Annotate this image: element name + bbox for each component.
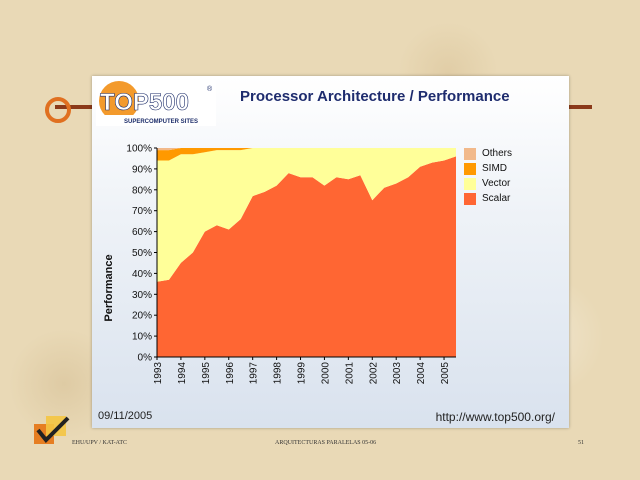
x-tick-label: 2004: [416, 362, 427, 385]
slide-panel: TOP500 ® SUPERCOMPUTER SITES Processor A…: [92, 76, 569, 428]
y-tick-label: 60%: [132, 227, 152, 238]
y-axis-label: Performance: [103, 254, 115, 322]
legend-label: SIMD: [482, 163, 507, 174]
slide-date: 09/11/2005: [98, 410, 153, 422]
y-tick-label: 10%: [132, 332, 152, 343]
legend-swatch: [464, 147, 476, 160]
footer-page-number: 51: [578, 440, 584, 446]
x-tick-label: 1997: [249, 362, 260, 385]
y-tick-label: 20%: [132, 311, 152, 322]
x-tick-label: 2005: [440, 362, 451, 385]
y-tick-label: 80%: [132, 185, 152, 196]
source-url[interactable]: http://www.top500.org/: [435, 410, 555, 424]
x-tick-label: 2003: [392, 362, 403, 385]
legend-item-vector: Vector: [464, 176, 512, 191]
x-tick-label: 1995: [201, 362, 212, 385]
legend-item-simd: SIMD: [464, 161, 512, 176]
area-chart: 0% 10% 20% 30% 40% 50% 60% 70% 80% 90% 100% 1993 199…: [126, 144, 456, 385]
x-tick-label: 2001: [344, 362, 355, 385]
legend: Others SIMD Vector Scalar: [464, 146, 512, 206]
series-area-simd: [157, 148, 456, 161]
x-tick-label: 1993: [153, 362, 164, 385]
checkmark-logo-icon: [34, 416, 70, 444]
x-tick-label: 2000: [320, 362, 331, 385]
legend-item-others: Others: [464, 146, 512, 161]
top500-logo: TOP500 ® SUPERCOMPUTER SITES: [96, 80, 216, 126]
x-tick-label: 1999: [297, 362, 308, 385]
y-tick-label: 70%: [132, 206, 152, 217]
logo-subtitle: SUPERCOMPUTER SITES: [124, 119, 198, 125]
y-tick-label: 40%: [132, 269, 152, 280]
series-area-scalar: [157, 156, 456, 357]
decorative-ring-icon: [45, 97, 71, 123]
y-tick-label: 90%: [132, 164, 152, 175]
legend-label: Scalar: [482, 193, 511, 204]
legend-swatch: [464, 192, 476, 205]
y-tick-label: 100%: [126, 144, 152, 155]
legend-label: Others: [482, 148, 513, 159]
x-tick-label: 2002: [368, 362, 379, 385]
logo-text: TOP500: [100, 89, 189, 116]
legend-swatch: [464, 177, 476, 190]
y-tick-label: 50%: [132, 248, 152, 259]
series-area-vector: [157, 148, 456, 282]
decorative-bar-left: [55, 105, 95, 109]
x-tick-label: 1994: [177, 362, 188, 385]
footer-left: EHU/UPV / KAT-ATC: [72, 440, 128, 446]
legend-label: Vector: [482, 178, 511, 189]
legend-swatch: [464, 162, 476, 175]
logo-registered: ®: [207, 85, 213, 93]
slide-title: Processor Architecture / Performance: [240, 88, 510, 105]
x-tick-label: 1996: [225, 362, 236, 385]
footer-center: ARQUITECTURAS PARALELAS 05-06: [275, 440, 377, 446]
decorative-bar-right: [569, 105, 592, 109]
legend-item-scalar: Scalar: [464, 191, 512, 206]
y-tick-label: 0%: [138, 353, 153, 364]
y-tick-label: 30%: [132, 290, 152, 301]
x-tick-label: 1998: [273, 362, 284, 385]
